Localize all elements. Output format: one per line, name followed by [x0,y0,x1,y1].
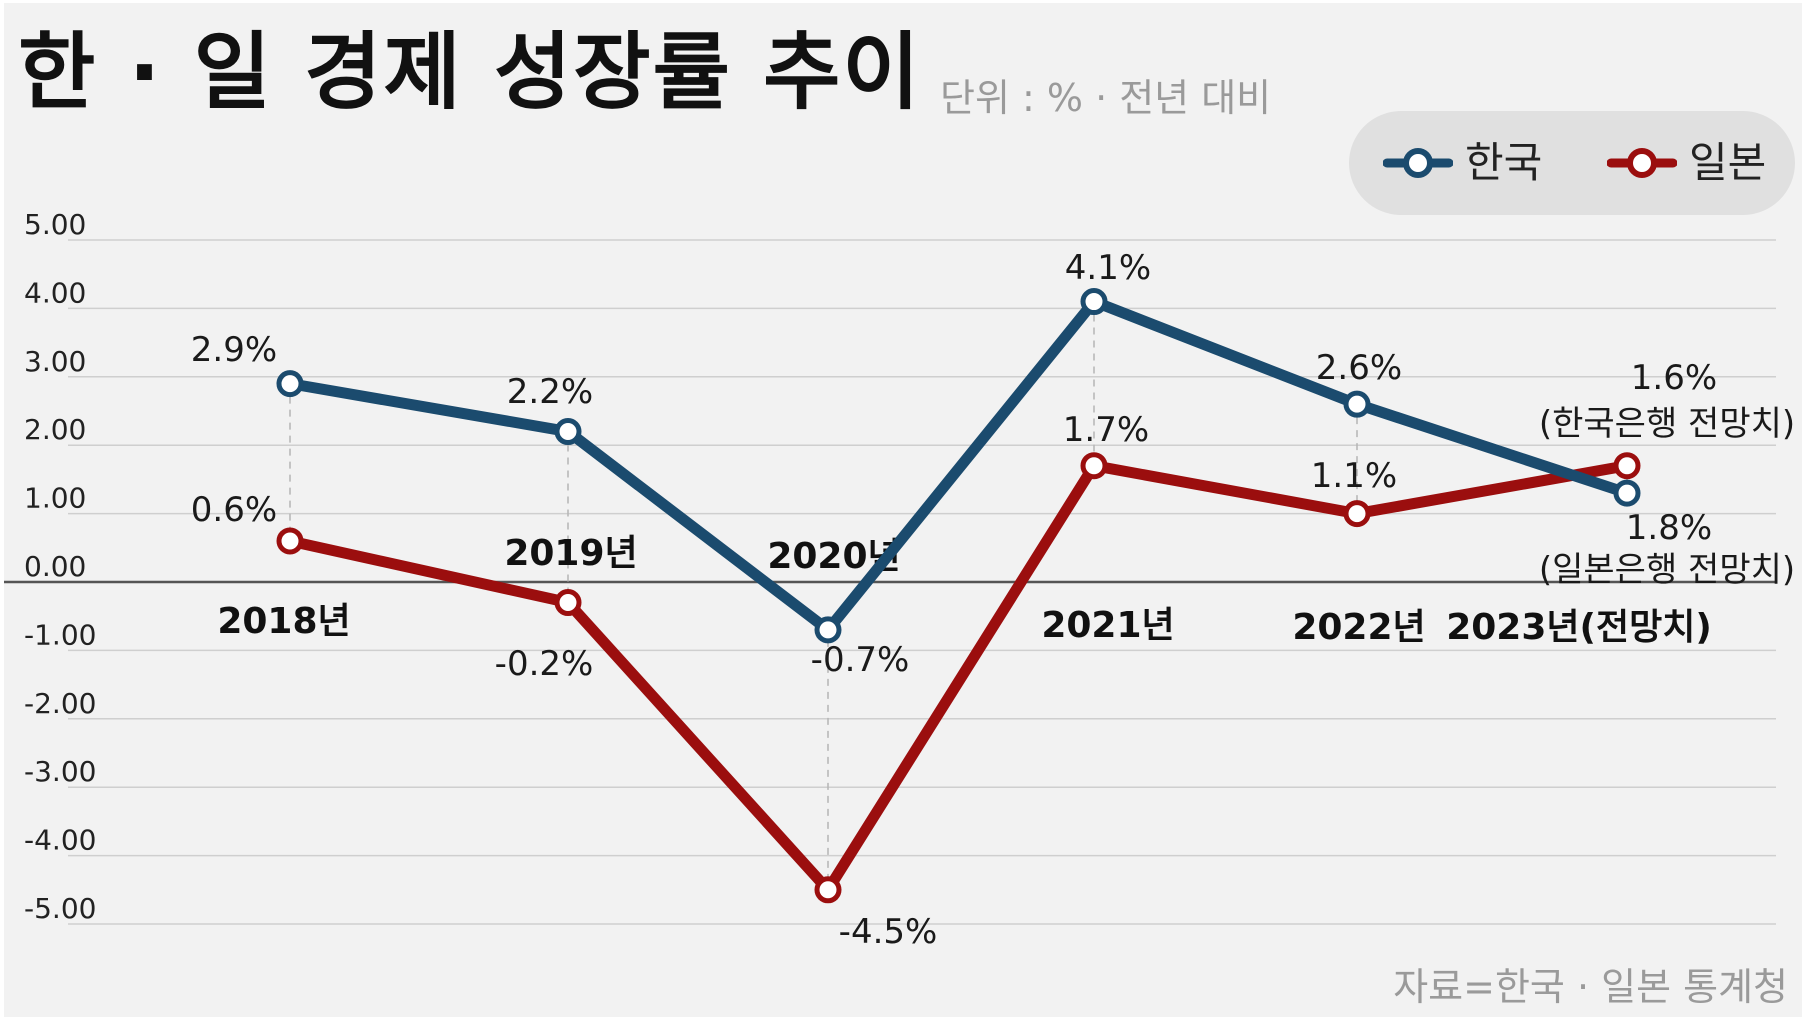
x-category-label: 2022년 [1292,607,1425,648]
data-label-korea: 1.6% [1631,358,1717,398]
y-tick-label: 3.00 [24,345,86,378]
source-note: 자료=한국 · 일본 통계청 [1393,965,1788,1009]
data-label-korea: 4.1% [1065,248,1151,288]
y-tick-label: -3.00 [24,755,96,788]
legend-label-korea: 한국 [1465,138,1543,187]
data-point-korea [814,616,842,644]
unit-note: 단위 : % · 전년 대비 [940,76,1272,120]
data-label-korea: -0.7% [811,640,910,680]
data-label-korea: 2.2% [507,372,593,412]
data-label-japan: 0.6% [191,490,277,530]
data-label-japan: -4.5% [839,912,938,952]
series-line-korea [284,296,1633,636]
legend-marker-korea-icon [1383,148,1453,178]
annotation-japan: (일본은행 전망치) [1539,550,1795,590]
data-point-korea [1343,390,1371,418]
data-point-japan [276,527,304,555]
data-label-japan: -0.2% [495,644,594,684]
chart-frame: 5.00 4.00 3.00 2.00 1.00 0.00 -1.00 -2.00 -3.00 -… [4,3,1802,1017]
legend: 한국 일본 [1349,111,1795,215]
y-tick-label: 2.00 [24,413,86,446]
data-point-japan [554,589,582,617]
line-chart: 5.00 4.00 3.00 2.00 1.00 0.00 -1.00 -2.00 -3.00 -… [4,208,1795,952]
y-tick-label: 5.00 [24,208,86,241]
y-tick-label: -1.00 [24,618,96,651]
data-point-japan [1080,452,1108,480]
x-category-label: 2019년 [504,533,637,574]
series-line-japan [284,460,1633,896]
annotation-korea: (한국은행 전망치) [1539,404,1795,444]
y-tick-label: 4.00 [24,276,86,309]
data-point-korea [1080,288,1108,316]
y-tick-label: -5.00 [24,892,96,925]
data-point-korea [276,370,304,398]
data-point-japan [1613,452,1641,480]
data-point-japan [814,876,842,904]
x-category-label: 2018년 [217,601,350,642]
data-label-japan: 1.8% [1626,508,1712,548]
y-tick-label: 0.00 [24,550,86,583]
legend-marker-japan-icon [1607,148,1677,178]
x-category-label: 2023년(전망치) [1446,607,1712,648]
data-label-japan: 1.7% [1063,410,1149,450]
data-point-japan [1343,500,1371,528]
chart-title: 한 · 일 경제 성장률 추이 [18,23,922,121]
data-label-korea: 2.6% [1316,348,1402,388]
y-tick-label: -2.00 [24,687,96,720]
data-label-japan: 1.1% [1311,456,1397,496]
y-tick-label: 1.00 [24,482,86,515]
data-point-korea [1613,479,1641,507]
x-category-label: 2021년 [1041,605,1174,646]
y-tick-label: -4.00 [24,824,96,857]
data-point-korea [554,418,582,446]
data-label-korea: 2.9% [191,330,277,370]
legend-label-japan: 일본 [1689,138,1767,187]
